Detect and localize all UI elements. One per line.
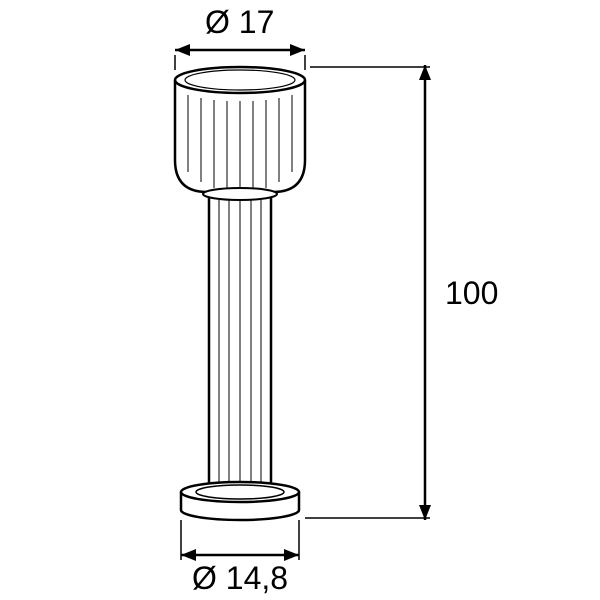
- neck-ring: [203, 188, 277, 200]
- label-height: 100: [445, 275, 498, 312]
- base-plate: [181, 482, 299, 520]
- label-base-diameter: Ø 14,8: [192, 560, 288, 597]
- pole: [209, 198, 271, 490]
- dim-arrow-base-diameter: [181, 520, 299, 561]
- technical-drawing: [0, 0, 600, 600]
- dim-arrow-height: [305, 65, 431, 520]
- lamp-head: [175, 67, 305, 192]
- label-top-diameter: Ø 17: [205, 4, 274, 41]
